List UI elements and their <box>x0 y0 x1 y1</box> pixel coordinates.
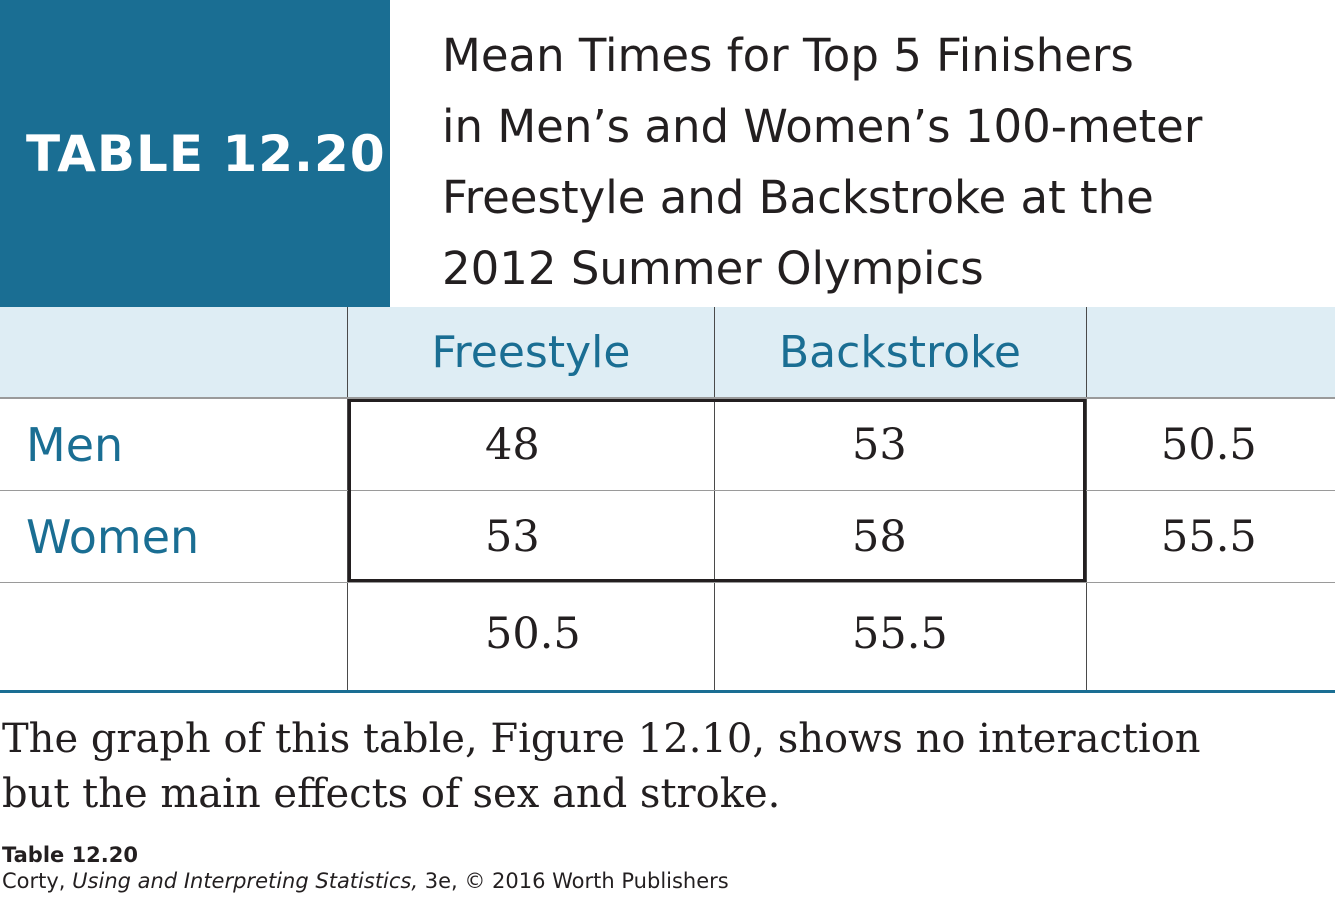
title-line: in Men’s and Women’s 100-meter <box>442 100 1203 153</box>
cell-women-freestyle: 53 <box>485 512 540 562</box>
cell-women-backstroke: 58 <box>852 512 907 562</box>
column-mean-freestyle: 50.5 <box>485 609 581 659</box>
table-label: TABLE 12.20 <box>26 124 386 183</box>
row-rule <box>0 490 1335 491</box>
caption-line: but the main effects of sex and stroke. <box>2 771 781 817</box>
table-title: Mean Times for Top 5 Finishers in Men’s … <box>442 20 1332 304</box>
cell-men-freestyle: 48 <box>485 420 540 470</box>
cell-means-box <box>348 399 1086 582</box>
cell-men-backstroke: 53 <box>852 420 907 470</box>
column-header-band <box>0 307 1335 398</box>
credit-rest: 3e, © 2016 Worth Publishers <box>418 869 729 893</box>
credit-line: Corty, Using and Interpreting Statistics… <box>2 869 729 893</box>
title-line: Mean Times for Top 5 Finishers <box>442 29 1134 82</box>
row-mean-women: 55.5 <box>1161 512 1257 562</box>
credit-author: Corty, <box>2 869 73 893</box>
row-label-men: Men <box>26 418 124 472</box>
title-line: 2012 Summer Olympics <box>442 242 984 295</box>
header-rule <box>0 397 1335 399</box>
row-label-women: Women <box>26 510 200 564</box>
caption-line: The graph of this table, Figure 12.10, s… <box>2 716 1201 762</box>
column-header-freestyle: Freestyle <box>431 327 631 378</box>
table-bottom-rule <box>0 690 1335 693</box>
column-header-backstroke: Backstroke <box>778 327 1022 378</box>
column-divider <box>714 307 715 692</box>
table-caption: The graph of this table, Figure 12.10, s… <box>2 712 1332 822</box>
row-rule <box>0 582 1335 583</box>
column-divider <box>347 307 348 692</box>
column-mean-backstroke: 55.5 <box>852 609 948 659</box>
credit-book: Using and Interpreting Statistics, <box>72 869 419 893</box>
column-divider <box>1086 307 1087 692</box>
table-label-box: TABLE 12.20 <box>0 0 390 307</box>
credit-title: Table 12.20 <box>2 843 138 867</box>
title-line: Freestyle and Backstroke at the <box>442 171 1154 224</box>
row-mean-men: 50.5 <box>1161 420 1257 470</box>
